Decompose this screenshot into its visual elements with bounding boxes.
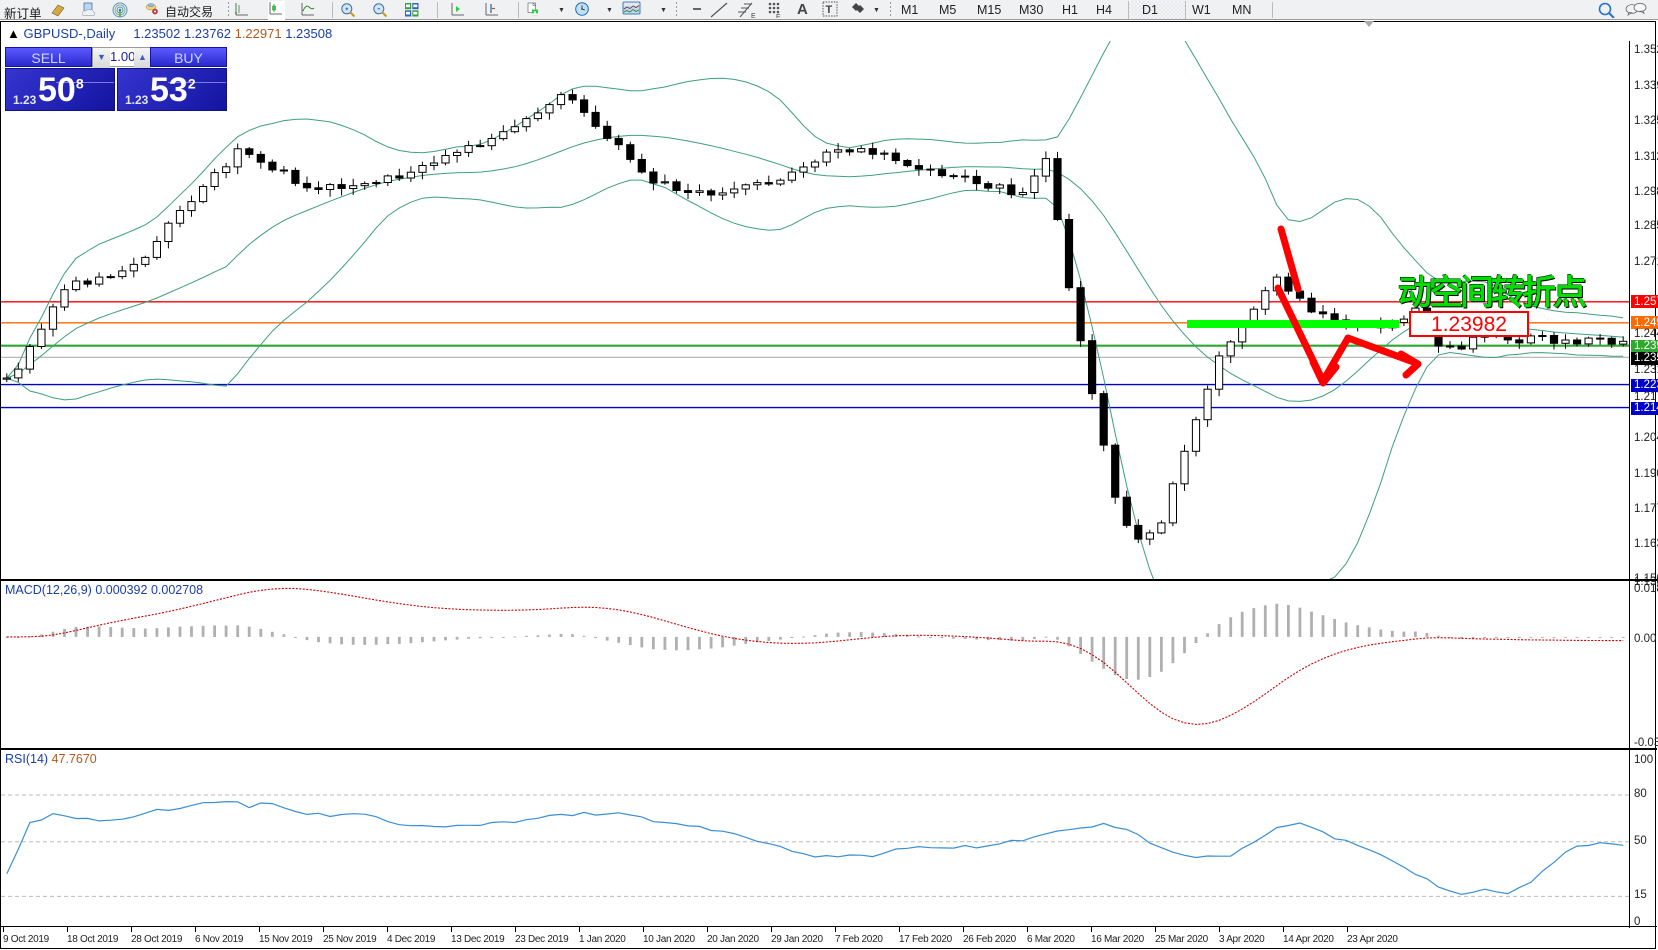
svg-text:T: T xyxy=(826,4,833,16)
svg-text:F: F xyxy=(776,14,780,18)
svg-text:E: E xyxy=(751,13,756,19)
